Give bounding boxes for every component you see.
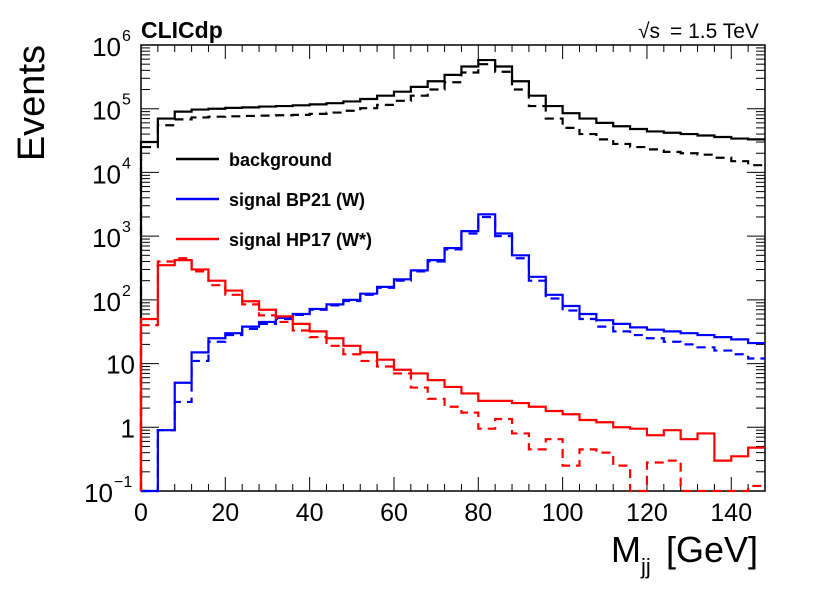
x-tick-label: 80: [464, 499, 492, 527]
x-tick-label: 120: [626, 499, 668, 527]
x-tick-label: 40: [296, 499, 324, 527]
energy-label: = 1.5 TeV: [670, 20, 759, 43]
x-axis-label-main: M: [611, 529, 641, 570]
x-tick-label: 140: [710, 499, 752, 527]
series-line-3: [141, 215, 765, 493]
x-tick-label: 20: [211, 499, 239, 527]
energy-prefix: √s: [638, 20, 660, 43]
y-tick-label-exp: 3: [122, 219, 131, 236]
x-axis-label: M jj [GeV]: [611, 529, 758, 579]
y-tick-label-exp: 6: [122, 28, 131, 45]
y-tick-label-exp: 2: [122, 283, 131, 300]
y-tick-label: 1: [121, 413, 135, 443]
x-axis-label-sub: jj: [640, 554, 651, 579]
series-line-1: [139, 63, 765, 491]
legend-label: background: [229, 150, 332, 170]
y-tick-label-base: 10: [84, 478, 113, 508]
y-tick-label-exp: 5: [122, 92, 131, 109]
x-axis-label-unit: [GeV]: [666, 529, 758, 570]
x-tick-label: 100: [542, 499, 584, 527]
y-axis-label: Events: [11, 45, 53, 161]
legend-label: signal HP17 (W*): [229, 230, 372, 250]
y-tick-label-exp: 4: [122, 155, 131, 172]
series-line-5: [139, 257, 765, 493]
y-tick-label-exp: −1: [114, 474, 132, 491]
y-tick-label: 10: [106, 350, 135, 380]
series-line-0: [139, 58, 765, 491]
y-tick-label-base: 10: [92, 223, 121, 253]
y-tick-label-base: 10: [92, 287, 121, 317]
axis-ticks: [140, 44, 766, 492]
y-tick-label-base: 10: [92, 96, 121, 126]
legend: background signal BP21 (W) signal HP17 (W*…: [176, 150, 372, 250]
series-line-4: [139, 259, 765, 491]
y-tick-label-base: 10: [92, 159, 121, 189]
plot-frame: [140, 44, 766, 492]
chart-title: CLICdp: [141, 17, 223, 43]
y-tick-label-base: 10: [92, 32, 121, 62]
series-line-2: [141, 213, 765, 493]
x-tick-label: 0: [134, 499, 148, 527]
legend-label: signal BP21 (W): [229, 190, 365, 210]
x-tick-label: 60: [380, 499, 408, 527]
x-tick-labels: 0 20 40 60 80 100 120 140: [134, 499, 752, 527]
series-group: [139, 58, 765, 493]
